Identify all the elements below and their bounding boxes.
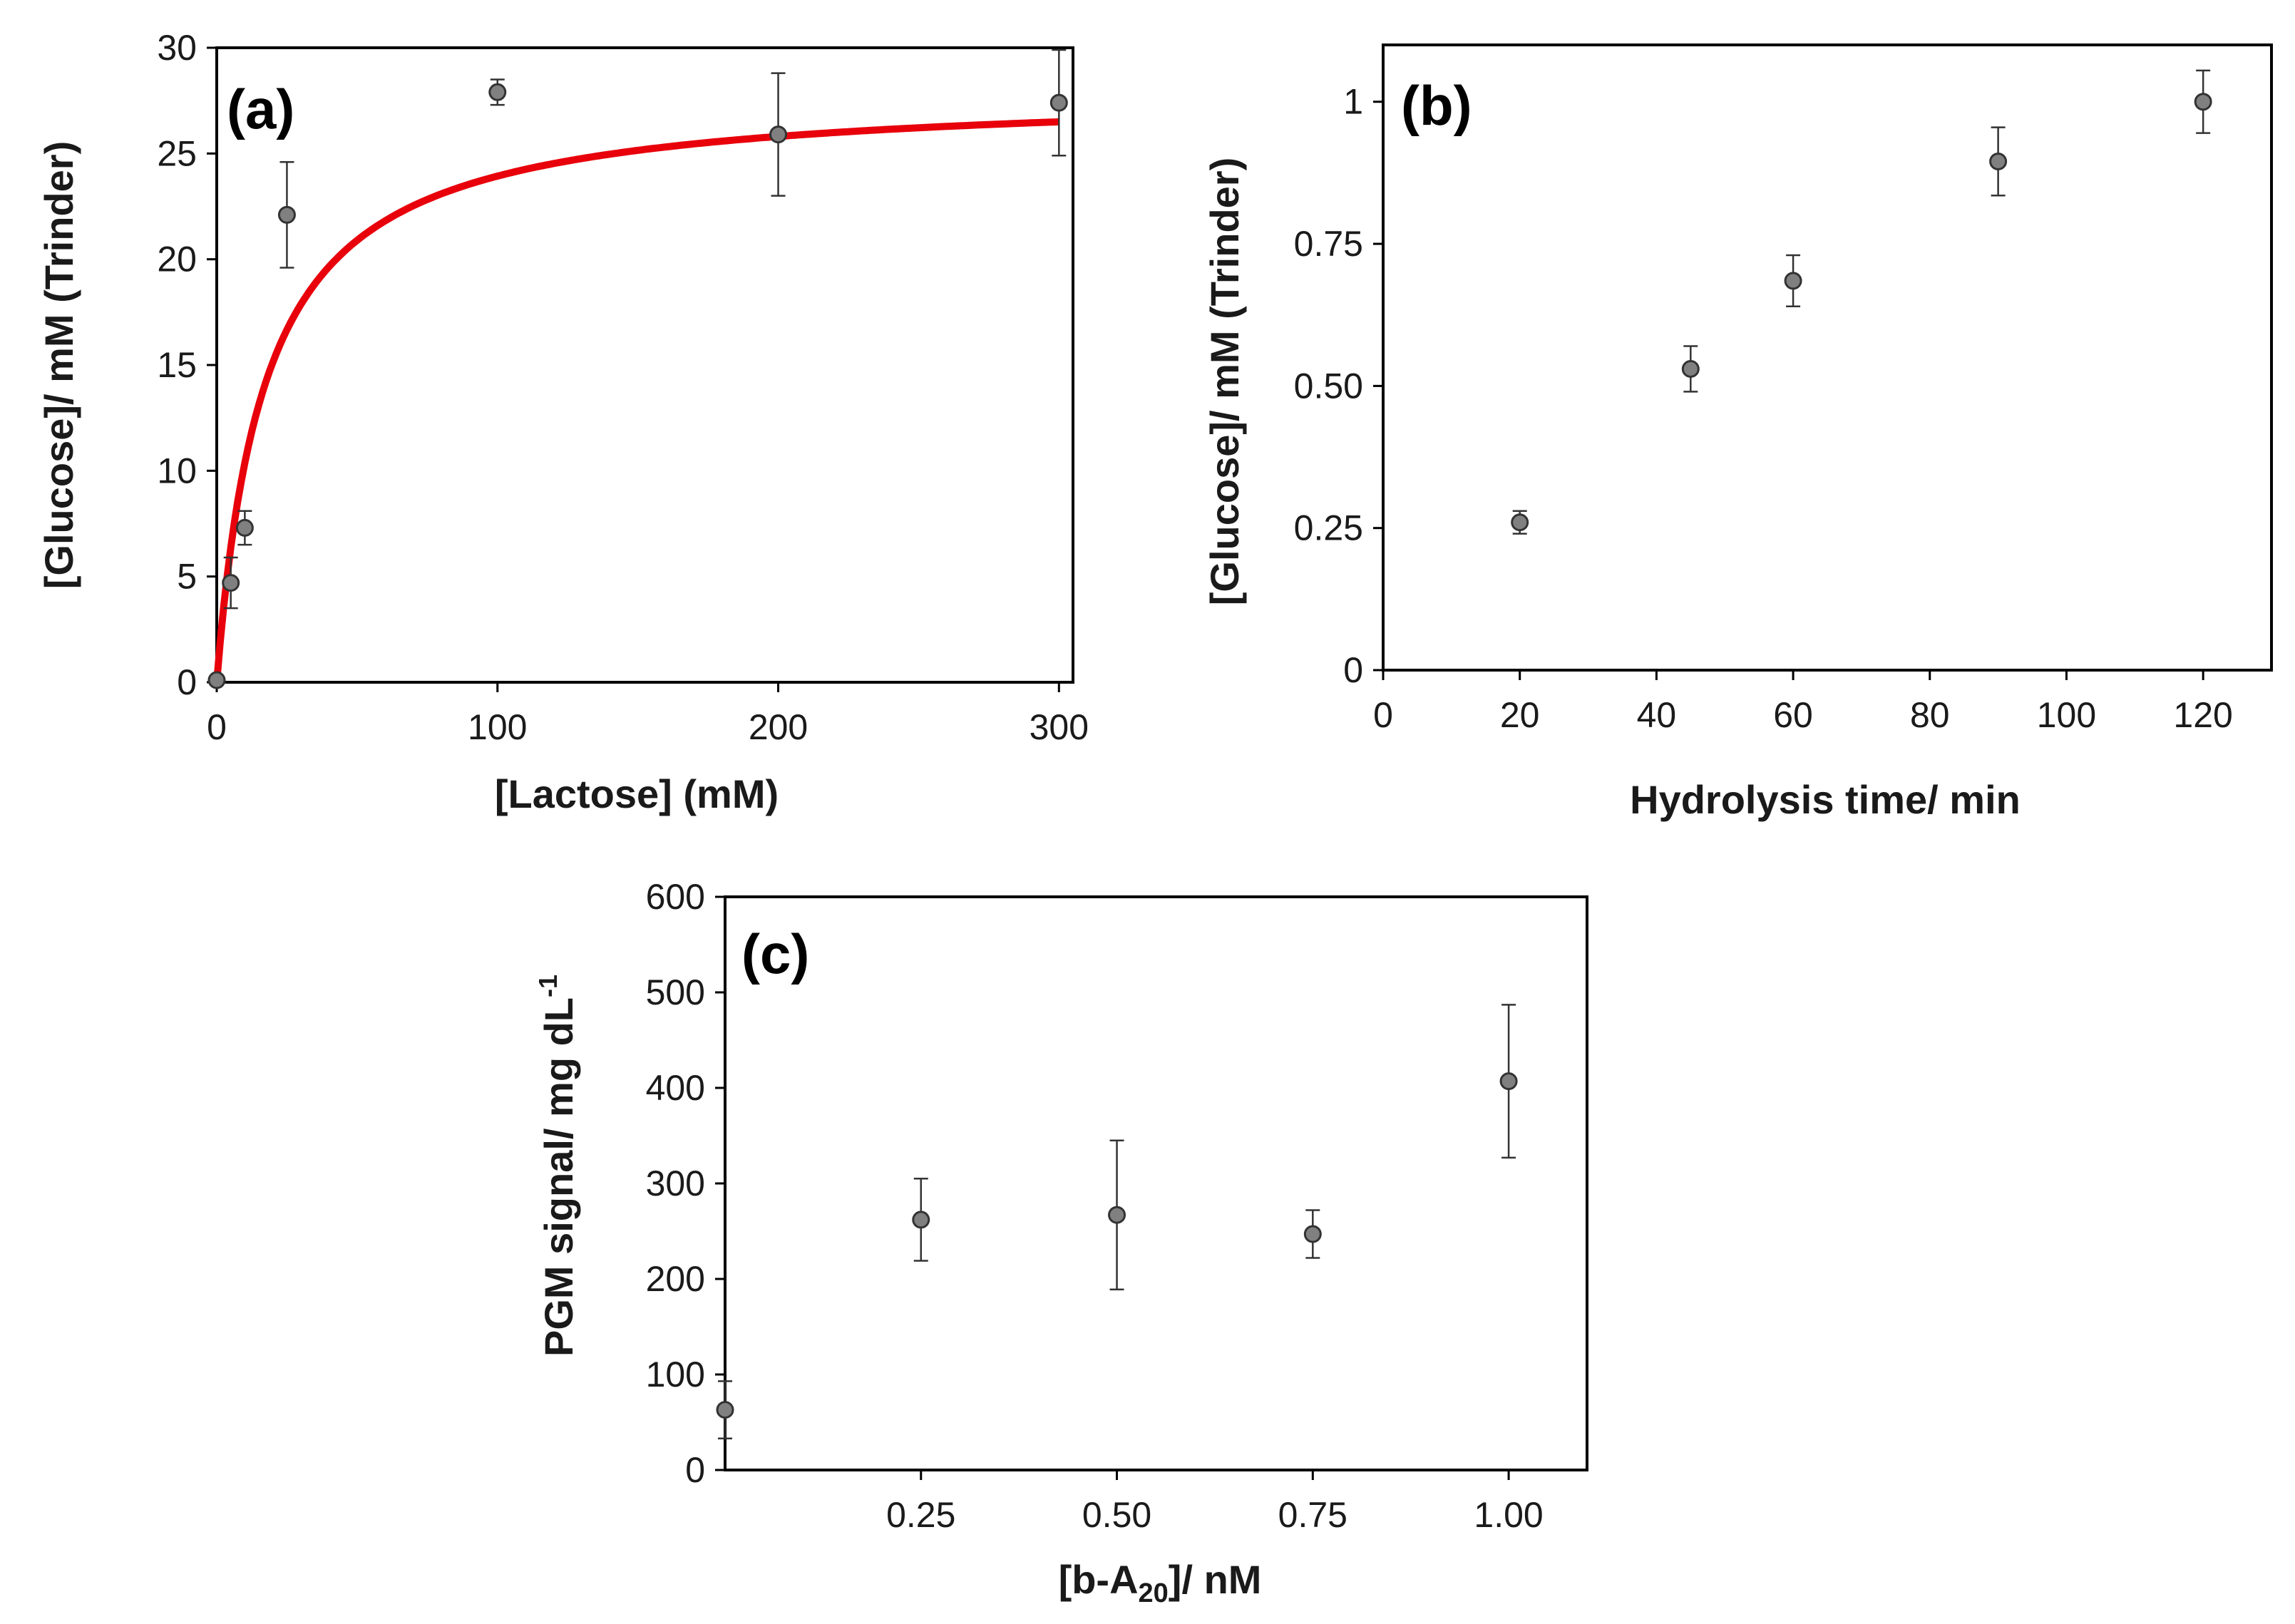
y-tick-label: 20: [157, 240, 197, 279]
y-tick-label: 10: [157, 451, 197, 490]
y-tick-label: 0: [685, 1450, 705, 1490]
y-tick-label: 300: [646, 1163, 705, 1203]
data-point: [1303, 1225, 1322, 1243]
data-point: [912, 1211, 930, 1229]
y-tick-label: 1: [1343, 82, 1363, 122]
x-tick-label: 0: [1373, 695, 1393, 735]
y-tick-label: 100: [646, 1355, 705, 1394]
y-axis-title: [Glucose]/ mM (Trinder): [36, 141, 81, 590]
data-point: [769, 125, 788, 144]
x-tick-label: 100: [2037, 695, 2096, 735]
y-tick-label: 25: [157, 133, 197, 173]
y-tick-label: 15: [157, 345, 197, 385]
y-tick-label: 0.25: [1294, 508, 1363, 548]
data-point: [488, 83, 507, 101]
x-tick-label: 80: [1910, 695, 1950, 735]
y-tick-label: 0: [1343, 650, 1363, 690]
y-axis-title: PGM signal/ mg dL-1: [533, 975, 581, 1357]
x-axis-title: [b-A20]/ nM: [1059, 1557, 1262, 1608]
data-point: [1049, 93, 1068, 112]
y-axis-title-main: PGM signal/ mg dL: [536, 997, 581, 1357]
x-tick-label: 60: [1773, 695, 1813, 735]
x-tick-label: 20: [1500, 695, 1540, 735]
x-tick-label: 120: [2173, 695, 2232, 735]
plot-frame: [1382, 43, 2273, 672]
plot-frame: [215, 46, 1074, 684]
x-axis-title: Hydrolysis time/ min: [1630, 777, 2021, 822]
x-tick-label: 40: [1637, 695, 1677, 735]
x-tick-label: 0.50: [1082, 1495, 1151, 1535]
y-tick-label: 0.50: [1294, 366, 1363, 406]
data-point: [1511, 513, 1529, 532]
y-axis-title-superscript: -1: [533, 975, 563, 997]
y-axis-title: [Glucose]/ mM (Trinder): [1202, 158, 1247, 606]
x-tick-label: 1.00: [1474, 1495, 1543, 1535]
data-point: [1784, 272, 1802, 290]
chart-panel-a: 0 5 10 15 20 25 30 0 100 200 300 (a) [La…: [36, 28, 1089, 816]
y-tick-label: 500: [646, 972, 705, 1012]
x-axis-title: [Lactose] (mM): [495, 771, 779, 816]
x-tick-label: 0: [207, 707, 227, 747]
plot-frame: [724, 895, 1588, 1471]
data-point: [277, 205, 296, 224]
chart-panel-c: 0 100 200 300 400 500 600 0.25 0.50 0.75…: [533, 877, 1588, 1608]
panel-label: (a): [227, 78, 294, 140]
data-point: [207, 671, 226, 689]
y-tick-label: 0.75: [1294, 224, 1363, 264]
data-point: [2194, 93, 2212, 111]
panel-label: (b): [1401, 74, 1472, 137]
y-tick-label: 5: [177, 557, 197, 597]
data-point: [222, 574, 240, 592]
x-tick-label: 200: [749, 707, 808, 747]
data-point: [235, 518, 254, 537]
x-tick-label: 300: [1030, 707, 1089, 747]
x-axis-title-main: [b-A: [1059, 1557, 1139, 1602]
y-tick-label: 30: [157, 28, 197, 68]
panel-label: (c): [741, 923, 809, 985]
x-axis-title-subscript: 20: [1139, 1578, 1169, 1608]
data-point: [1499, 1072, 1518, 1091]
data-point: [716, 1401, 734, 1419]
x-tick-label: 0.75: [1278, 1495, 1347, 1535]
y-tick-label: 0: [177, 662, 197, 702]
data-point: [1108, 1206, 1126, 1224]
y-tick-label: 200: [646, 1259, 705, 1299]
x-axis-title-end: ]/ nM: [1169, 1557, 1262, 1602]
x-tick-label: 100: [468, 707, 527, 747]
data-point: [1989, 152, 2008, 170]
x-tick-label: 0.25: [886, 1495, 955, 1535]
chart-panel-b: 0 0.25 0.50 0.75 1 0 20 40 60 80 100 120…: [1202, 43, 2273, 822]
data-point: [1681, 359, 1700, 378]
fit-curve: [213, 118, 1059, 683]
y-tick-label: 400: [646, 1068, 705, 1108]
y-tick-label: 600: [646, 877, 705, 917]
